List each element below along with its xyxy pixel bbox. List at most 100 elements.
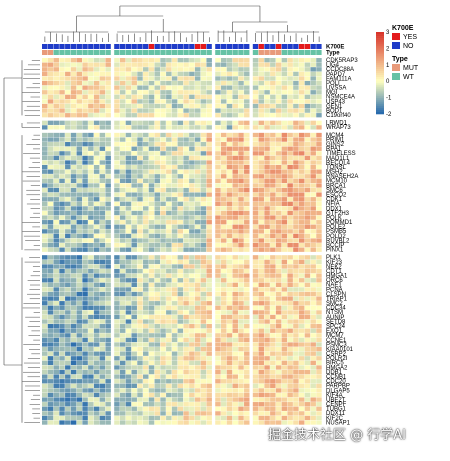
heatmap-cell [76,151,83,156]
heatmap-cell [183,264,189,269]
heatmap-cell [200,224,207,229]
heatmap-cell [160,197,166,202]
heatmap-cell [200,155,207,161]
annotation-cell [220,50,227,55]
heatmap-cell [143,58,149,63]
heatmap-cell [287,125,293,130]
heatmap-cell [148,268,155,274]
heatmap-cell [264,137,270,142]
heatmap-cell [287,365,293,370]
heatmap-cell [304,247,311,252]
legend-swatch [392,64,400,71]
heatmap-cell [88,415,94,421]
heatmap-cell [171,369,178,375]
heatmap-cell [293,99,299,104]
heatmap-cell [137,360,143,366]
heatmap-cell [281,314,288,320]
heatmap-cell [171,264,178,269]
heatmap-cell [131,324,137,329]
heatmap-cell [264,342,270,347]
heatmap-cell [244,243,250,248]
heatmap-cell [171,324,178,329]
heatmap-cell [244,268,250,274]
heatmap-cell [232,356,238,361]
heatmap-cell [200,333,207,338]
heatmap-cell [105,125,111,130]
heatmap-cell [226,197,233,202]
heatmap-cell [226,351,233,356]
heatmap-cell [47,94,54,100]
colorbar-segment [376,36,384,39]
heatmap-cell [298,103,305,109]
heatmap-cell [298,351,305,356]
heatmap-cell [304,273,311,278]
annotation-cell [93,44,100,49]
heatmap-cell [177,278,184,283]
heatmap-cell [264,178,270,184]
heatmap-cell [194,210,201,216]
heatmap-cell [275,224,282,229]
heatmap-cell [258,120,265,125]
heatmap-cell [304,282,311,288]
heatmap-cell [76,365,83,370]
gene-label: USP43 [326,99,346,105]
heatmap-cell [304,160,311,165]
heatmap-cell [226,187,233,193]
heatmap-cell [310,374,316,379]
heatmap-cell [143,314,149,320]
heatmap-cell [232,346,238,352]
heatmap-cell [143,224,149,229]
heatmap-cell [232,125,238,130]
heatmap-cell [232,201,238,206]
heatmap-cell [244,76,250,81]
heatmap-cell [238,192,244,197]
heatmap-cell [189,406,195,411]
heatmap-cell [93,215,100,220]
heatmap-cell [183,268,189,274]
heatmap-cell [59,62,65,67]
heatmap-cell [238,420,244,425]
heatmap-cell [194,291,201,297]
heatmap-cell [59,155,65,161]
heatmap-cell [252,201,259,206]
heatmap-cell [189,287,195,292]
annotation-cell [160,44,166,49]
heatmap-cell [137,210,143,216]
heatmap-cell [316,164,322,170]
heatmap-cell [252,259,259,265]
heatmap-cell [154,296,161,301]
heatmap-cell [200,169,207,174]
heatmap-cell [160,337,166,343]
heatmap-cell [82,406,88,411]
heatmap-cell [105,120,111,125]
heatmap-cell [53,67,59,72]
heatmap-cell [65,296,71,301]
heatmap-cell [258,397,265,402]
heatmap-cell [148,220,155,225]
heatmap-cell [316,324,322,329]
colorbar-segment [376,58,384,61]
heatmap-cell [125,243,132,248]
heatmap-cell [183,137,189,142]
heatmap-cell [154,328,161,333]
heatmap-cell [70,360,77,366]
heatmap-cell [189,94,195,100]
heatmap-cell [220,420,227,425]
annotation-cell [143,44,149,49]
heatmap-cell [258,201,265,206]
gene-label: PAPD7 [326,72,346,78]
heatmap-cell [131,259,137,265]
heatmap-cell [70,388,77,393]
heatmap-cell [293,155,299,161]
heatmap-cell [238,90,244,95]
heatmap-cell [114,120,120,125]
heatmap-cell [316,397,322,402]
heatmap-cell [65,76,71,81]
heatmap-cell [310,360,316,366]
heatmap-cell [65,268,71,274]
heatmap-cell [232,76,238,81]
heatmap-cell [65,374,71,379]
heatmap-cell [215,287,221,292]
heatmap-cell [119,402,126,407]
heatmap-cell [281,365,288,370]
